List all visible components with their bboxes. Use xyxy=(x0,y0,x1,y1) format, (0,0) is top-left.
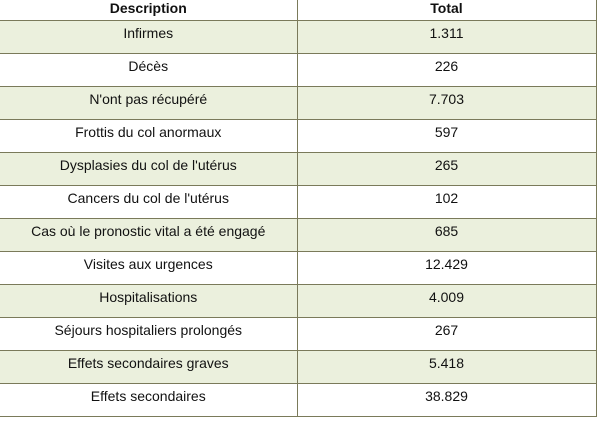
row-total: 102 xyxy=(296,185,597,219)
row-description: Effets secondaires xyxy=(0,383,298,417)
row-total: 7.703 xyxy=(296,86,597,120)
table-row: Infirmes 1.311 xyxy=(0,20,597,54)
row-description: Décès xyxy=(0,53,298,87)
header-total: Total xyxy=(296,0,597,21)
row-total: 38.829 xyxy=(296,383,597,417)
row-description: Dysplasies du col de l'utérus xyxy=(0,152,298,186)
row-total: 685 xyxy=(296,218,597,252)
row-description: Séjours hospitaliers prolongés xyxy=(0,317,298,351)
data-table-container: Description Total Infirmes 1.311 Décès 2… xyxy=(0,0,597,417)
table-row: N'ont pas récupéré 7.703 xyxy=(0,86,597,120)
row-total: 1.311 xyxy=(296,20,597,54)
row-description: Visites aux urgences xyxy=(0,251,298,285)
table-row: Hospitalisations 4.009 xyxy=(0,284,597,318)
table-row: Cancers du col de l'utérus 102 xyxy=(0,185,597,219)
table-row: Dysplasies du col de l'utérus 265 xyxy=(0,152,597,186)
row-description: Frottis du col anormaux xyxy=(0,119,298,153)
table-row: Effets secondaires graves 5.418 xyxy=(0,350,597,384)
row-total: 265 xyxy=(296,152,597,186)
table-row: Visites aux urgences 12.429 xyxy=(0,251,597,285)
header-row: Description Total xyxy=(0,0,597,21)
row-description: Effets secondaires graves xyxy=(0,350,298,384)
table-row: Cas où le pronostic vital a été engagé 6… xyxy=(0,218,597,252)
row-description: Cancers du col de l'utérus xyxy=(0,185,298,219)
data-table: Description Total Infirmes 1.311 Décès 2… xyxy=(0,0,597,417)
header-description: Description xyxy=(0,0,298,21)
row-description: Cas où le pronostic vital a été engagé xyxy=(0,218,298,252)
table-row: Effets secondaires 38.829 xyxy=(0,383,597,417)
row-description: Hospitalisations xyxy=(0,284,298,318)
row-description: Infirmes xyxy=(0,20,298,54)
table-body: Infirmes 1.311 Décès 226 N'ont pas récup… xyxy=(0,20,597,417)
row-total: 597 xyxy=(296,119,597,153)
row-total: 267 xyxy=(296,317,597,351)
table-row: Séjours hospitaliers prolongés 267 xyxy=(0,317,597,351)
row-total: 5.418 xyxy=(296,350,597,384)
row-description: N'ont pas récupéré xyxy=(0,86,298,120)
row-total: 226 xyxy=(296,53,597,87)
table-row: Décès 226 xyxy=(0,53,597,87)
table-header: Description Total xyxy=(0,0,597,21)
row-total: 4.009 xyxy=(296,284,597,318)
row-total: 12.429 xyxy=(296,251,597,285)
table-row: Frottis du col anormaux 597 xyxy=(0,119,597,153)
